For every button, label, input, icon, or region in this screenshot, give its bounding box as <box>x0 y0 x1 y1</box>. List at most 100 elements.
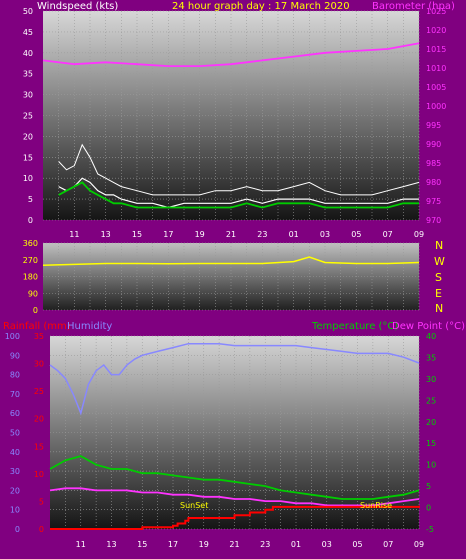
wind-axes: 0510152025303540455097097598098599099510… <box>23 7 447 239</box>
wind-y-tick-label: 0 <box>28 216 33 225</box>
humidity-y-tick-label: 100 <box>5 332 20 341</box>
direction-axes: 0 90 180 270 360 <box>23 239 419 315</box>
temp-x-tick-label: 23 <box>260 540 270 549</box>
temperature-y-tick-label: 5 <box>426 482 431 491</box>
windspeed-label: Windspeed (kts) <box>37 1 118 12</box>
humidity-y-tick-label: 30 <box>10 467 20 476</box>
baro-y-tick-label: 1005 <box>426 83 446 92</box>
baro-y-tick-label: 1015 <box>426 45 446 54</box>
temp-x-tick-label: 07 <box>383 540 393 549</box>
humidity-y-tick-label: 40 <box>10 448 20 457</box>
humidity-y-tick-label: 20 <box>10 486 20 495</box>
temperature-y-tick-label: 10 <box>426 461 436 470</box>
wind-grid <box>58 11 420 220</box>
temperature-y-tick-label: -5 <box>426 525 434 534</box>
direction-y-tick-label: 180 <box>23 273 38 282</box>
temp-series <box>49 342 420 530</box>
barometer-label: Barometer (hpa) <box>372 1 455 12</box>
avg-wind-line <box>58 181 419 209</box>
wind-x-tick-label: 05 <box>351 230 361 239</box>
humidity-y-tick-label: 0 <box>15 525 20 534</box>
baro-y-tick-label: 980 <box>426 178 441 187</box>
humidity-label: Humidity <box>67 321 112 332</box>
sunset-label: SunSet <box>180 501 208 510</box>
temp-x-tick-label: 19 <box>199 540 209 549</box>
baro-y-tick-label: 1020 <box>426 26 446 35</box>
windspeed-line <box>58 177 419 209</box>
rain-y-tick-label: 15 <box>34 442 44 451</box>
wind-x-tick-label: 01 <box>289 230 299 239</box>
temperature-y-tick-label: 0 <box>426 504 431 513</box>
temp-x-tick-label: 01 <box>291 540 301 549</box>
temp-x-tick-label: 05 <box>352 540 362 549</box>
compass-s: S <box>435 271 442 284</box>
barometer-line <box>42 42 420 67</box>
temp-x-tick-label: 03 <box>322 540 332 549</box>
temp-x-tick-label: 13 <box>106 540 116 549</box>
rain-y-tick-label: 35 <box>34 332 44 341</box>
wind-x-tick-label: 03 <box>320 230 330 239</box>
baro-y-tick-label: 1010 <box>426 64 446 73</box>
baro-y-tick-label: 975 <box>426 197 441 206</box>
wind-y-tick-label: 35 <box>23 70 33 79</box>
humidity-line <box>49 342 420 416</box>
wind-x-tick-label: 07 <box>383 230 393 239</box>
temp-x-tick-label: 17 <box>168 540 178 549</box>
temperature-y-tick-label: 40 <box>426 332 436 341</box>
baro-y-tick-label: 970 <box>426 216 441 225</box>
wind-y-tick-label: 5 <box>28 195 33 204</box>
sunrise-label: SunRise <box>360 501 392 510</box>
wind-x-tick-label: 23 <box>257 230 267 239</box>
rain-y-tick-label: 5 <box>39 497 44 506</box>
wind-x-tick-label: 17 <box>163 230 173 239</box>
wind-y-tick-label: 40 <box>23 49 33 58</box>
humidity-y-tick-label: 10 <box>10 506 20 515</box>
temperature-y-tick-label: 15 <box>426 439 436 448</box>
baro-y-tick-label: 1025 <box>426 7 446 16</box>
temperature-y-tick-label: 20 <box>426 418 436 427</box>
rain-y-tick-label: 20 <box>34 415 44 424</box>
wind-y-tick-label: 30 <box>23 91 33 100</box>
rain-y-tick-label: 10 <box>34 470 44 479</box>
temp-x-tick-label: 21 <box>229 540 239 549</box>
compass-n-top: N <box>435 239 443 252</box>
wind-y-tick-label: 50 <box>23 7 33 16</box>
baro-y-tick-label: 1000 <box>426 102 446 111</box>
wind-series <box>42 42 420 209</box>
wind-x-tick-label: 19 <box>195 230 205 239</box>
dewpoint-line <box>49 487 420 507</box>
rain-y-tick-label: 30 <box>34 360 44 369</box>
rain-y-tick-label: 0 <box>39 525 44 534</box>
humidity-y-tick-label: 70 <box>10 390 20 399</box>
temperature-y-tick-label: 35 <box>426 353 436 362</box>
wind-y-tick-label: 15 <box>23 153 33 162</box>
wind-y-tick-label: 45 <box>23 28 33 37</box>
humidity-y-tick-label: 60 <box>10 409 20 418</box>
compass-n-bottom: N <box>435 302 443 315</box>
baro-y-tick-label: 985 <box>426 159 441 168</box>
temp-x-tick-label: 09 <box>414 540 424 549</box>
compass-labels: N W S E N <box>434 239 445 315</box>
temperature-label: Temperature (°C) <box>311 321 398 332</box>
temperature-y-tick-label: 25 <box>426 396 436 405</box>
wind-y-tick-label: 20 <box>23 132 33 141</box>
direction-line <box>42 256 420 267</box>
chart-title: 24 hour graph day : 17 March 2020 <box>172 1 350 12</box>
direction-y-tick-label: 360 <box>23 239 38 248</box>
wind-y-tick-label: 25 <box>23 112 33 121</box>
temp-x-tick-label: 15 <box>137 540 147 549</box>
compass-w: W <box>434 255 445 268</box>
wind-x-tick-label: 09 <box>414 230 424 239</box>
direction-y-tick-label: 270 <box>23 256 38 265</box>
temperature-line <box>49 455 420 500</box>
baro-y-tick-label: 990 <box>426 140 441 149</box>
rainfall-label: Rainfall (mm) <box>3 321 71 332</box>
humidity-y-tick-label: 50 <box>10 429 20 438</box>
baro-y-tick-label: 995 <box>426 121 441 130</box>
direction-y-tick-label: 90 <box>28 289 38 298</box>
direction-y-tick-label: 0 <box>33 306 38 315</box>
wind-y-tick-label: 10 <box>23 174 33 183</box>
rainfall-line <box>50 505 420 530</box>
